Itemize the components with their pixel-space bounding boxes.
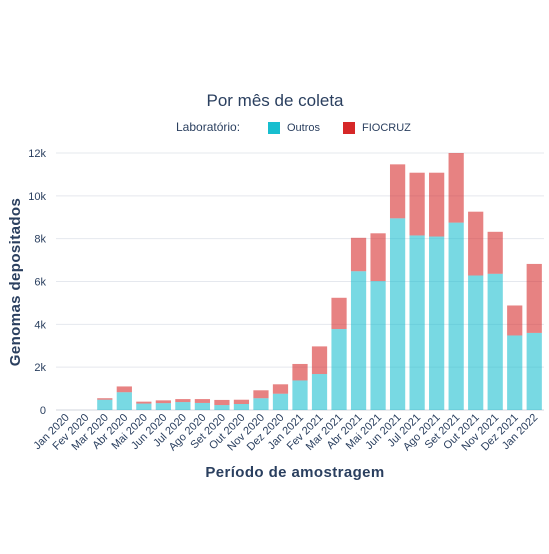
legend-title: Laboratório: (176, 120, 240, 134)
bar-outros[interactable] (526, 332, 542, 410)
legend-item-outros[interactable]: Outros (268, 122, 321, 134)
y-tick-label: 0 (40, 405, 46, 417)
bars (97, 153, 542, 410)
bar-fiocruz[interactable] (331, 297, 347, 330)
y-tick-label: 8k (34, 234, 46, 246)
bar-outros[interactable] (175, 402, 191, 410)
bar-fiocruz[interactable] (292, 363, 308, 381)
bar-fiocruz[interactable] (214, 399, 230, 406)
y-tick-label: 2k (34, 362, 46, 374)
y-tick-label: 6k (34, 277, 46, 289)
bar-fiocruz[interactable] (409, 172, 425, 236)
bar-outros[interactable] (429, 236, 445, 410)
gridlines (56, 152, 544, 411)
bar-fiocruz[interactable] (233, 399, 250, 405)
bar-outros[interactable] (507, 335, 523, 410)
bar-fiocruz[interactable] (448, 153, 464, 223)
x-axis-title: Período de amostragem (205, 464, 384, 481)
bar-fiocruz[interactable] (136, 401, 152, 404)
bar-fiocruz[interactable] (526, 263, 542, 333)
bar-outros[interactable] (272, 393, 289, 410)
bar-outros[interactable] (214, 405, 230, 410)
bar-outros[interactable] (116, 392, 132, 410)
bar-outros[interactable] (311, 374, 328, 410)
bar-outros[interactable] (155, 403, 171, 410)
legend-swatch (268, 122, 280, 134)
legend-item-fiocruz[interactable]: FIOCRUZ (343, 122, 411, 134)
chart-title: Por mês de coleta (206, 91, 344, 110)
bar-outros[interactable] (136, 403, 152, 410)
bar-fiocruz[interactable] (429, 172, 445, 237)
bar-fiocruz[interactable] (97, 398, 113, 400)
legend-items[interactable]: Outros FIOCRUZ (268, 122, 411, 134)
bar-fiocruz[interactable] (155, 400, 171, 404)
bar-outros[interactable] (409, 235, 425, 410)
bar-outros[interactable] (350, 271, 367, 410)
bar-fiocruz[interactable] (350, 237, 367, 272)
legend-label: Outros (287, 122, 321, 134)
bar-fiocruz[interactable] (175, 399, 191, 403)
y-tick-label: 4k (34, 319, 46, 331)
bar-fiocruz[interactable] (487, 231, 503, 274)
bar-outros[interactable] (487, 273, 503, 410)
y-tick-label: 12k (28, 148, 46, 160)
bar-outros[interactable] (389, 218, 406, 410)
bar-fiocruz[interactable] (507, 305, 523, 336)
legend-swatch (343, 122, 355, 134)
bar-outros[interactable] (370, 281, 386, 410)
bar-fiocruz[interactable] (272, 384, 289, 394)
bar-outros[interactable] (448, 222, 464, 410)
bar-fiocruz[interactable] (370, 233, 386, 282)
bar-outros[interactable] (292, 380, 308, 410)
bar-outros[interactable] (233, 404, 250, 410)
bar-fiocruz[interactable] (253, 390, 269, 399)
bar-outros[interactable] (253, 398, 269, 410)
y-axis-title: Genomas depositados (7, 198, 24, 366)
legend-label: FIOCRUZ (362, 122, 411, 134)
bar-outros[interactable] (331, 329, 347, 410)
bar-fiocruz[interactable] (116, 386, 132, 393)
y-tick-label: 10k (28, 191, 46, 203)
bar-outros[interactable] (194, 402, 211, 410)
bar-fiocruz[interactable] (389, 164, 406, 219)
bar-fiocruz[interactable] (311, 346, 328, 375)
bar-outros[interactable] (468, 275, 484, 410)
legend: Laboratório: Outros FIOCRUZ (176, 120, 411, 134)
bar-fiocruz[interactable] (194, 399, 211, 403)
y-tick-labels: 0 2k 4k 6k 8k 10k 12k (28, 148, 46, 417)
bar-outros[interactable] (97, 399, 113, 410)
bar-fiocruz[interactable] (468, 211, 484, 276)
